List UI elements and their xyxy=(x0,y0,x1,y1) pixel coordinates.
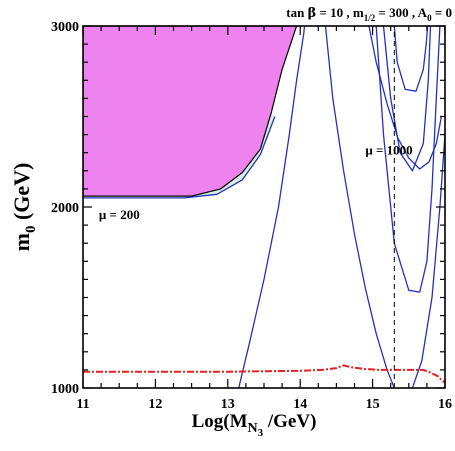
x-tick-label: 12 xyxy=(148,397,162,412)
mu-contour-0 xyxy=(83,116,276,199)
y-tick-label: 1000 xyxy=(51,382,79,397)
wedge-region xyxy=(184,112,275,198)
contour-curves xyxy=(83,26,445,388)
mu-contour-4 xyxy=(382,26,432,172)
x-tick-label: 13 xyxy=(221,397,235,412)
excluded-region xyxy=(83,26,298,197)
mu-contour-7 xyxy=(411,134,445,388)
red-bound-line xyxy=(83,364,445,384)
axis-tick-labels: 11 12 13 14 15 16 1000 2000 3000 xyxy=(51,20,452,412)
mu-contour-6 xyxy=(375,26,441,293)
mu-contour-1 xyxy=(238,26,306,388)
shaded-regions xyxy=(83,26,298,198)
x-tick-label: 16 xyxy=(438,397,452,412)
x-tick-label: 15 xyxy=(366,397,380,412)
y-tick-label: 3000 xyxy=(51,20,79,35)
mu-label-0: μ = 200 xyxy=(99,207,140,222)
x-axis-label: Log(MN3 /GeV) xyxy=(192,411,317,439)
mu-label-1: μ = 1000 xyxy=(365,143,412,158)
annotations: μ = 200 μ = 1000 xyxy=(99,143,413,222)
x-tick-label: 11 xyxy=(76,397,89,412)
y-tick-label: 2000 xyxy=(51,201,79,216)
mu-contour-2 xyxy=(324,26,395,388)
chart-title: tan β = 10 , m1/2 = 300 , A0 = 0 xyxy=(286,5,452,23)
x-tick-label: 14 xyxy=(293,397,307,412)
axis-ticks xyxy=(82,25,446,389)
mu-contour-5 xyxy=(393,26,429,92)
y-axis-label: m0 (GeV) xyxy=(9,163,39,252)
